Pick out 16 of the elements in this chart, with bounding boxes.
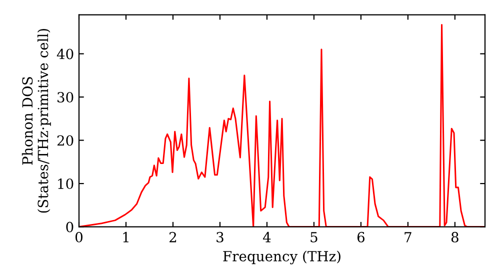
x-tick-label: 8 [451,232,458,242]
x-tick-label: 6 [357,232,364,242]
x-tick-label: 1 [123,232,128,242]
y-tick-label: 40 [56,48,74,60]
x-tick-label: 2 [170,232,176,242]
y-tick-label: 30 [58,92,74,103]
x-tick-label: 4 [262,232,271,242]
x-tick-label: 7 [404,232,412,242]
y-tick-label: 10 [58,178,74,190]
y-tick-label: 0 [66,222,74,232]
x-tick-label: 0 [75,232,82,242]
y-tick-label: 20 [57,135,74,146]
y-axis-title: Phonon DOS (States/THz·primitive cell) [22,28,51,213]
x-tick-label: 3 [216,232,224,242]
x-tick-label: 5 [310,232,318,242]
x-axis-title: Frequency (THz) [223,250,340,264]
